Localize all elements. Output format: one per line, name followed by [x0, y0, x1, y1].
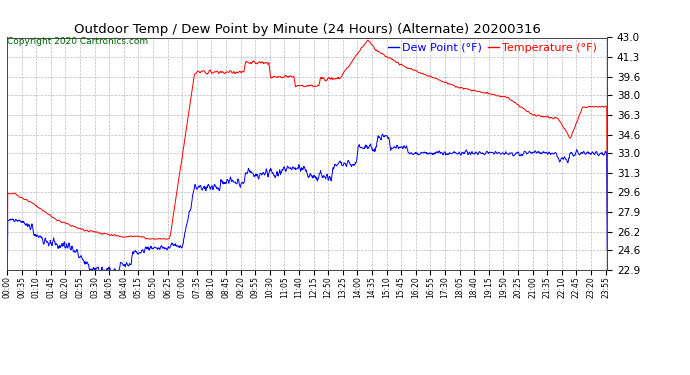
Title: Outdoor Temp / Dew Point by Minute (24 Hours) (Alternate) 20200316: Outdoor Temp / Dew Point by Minute (24 H…: [74, 23, 540, 36]
Legend: Dew Point (°F), Temperature (°F): Dew Point (°F), Temperature (°F): [384, 38, 602, 57]
Text: Copyright 2020 Cartronics.com: Copyright 2020 Cartronics.com: [7, 38, 148, 46]
